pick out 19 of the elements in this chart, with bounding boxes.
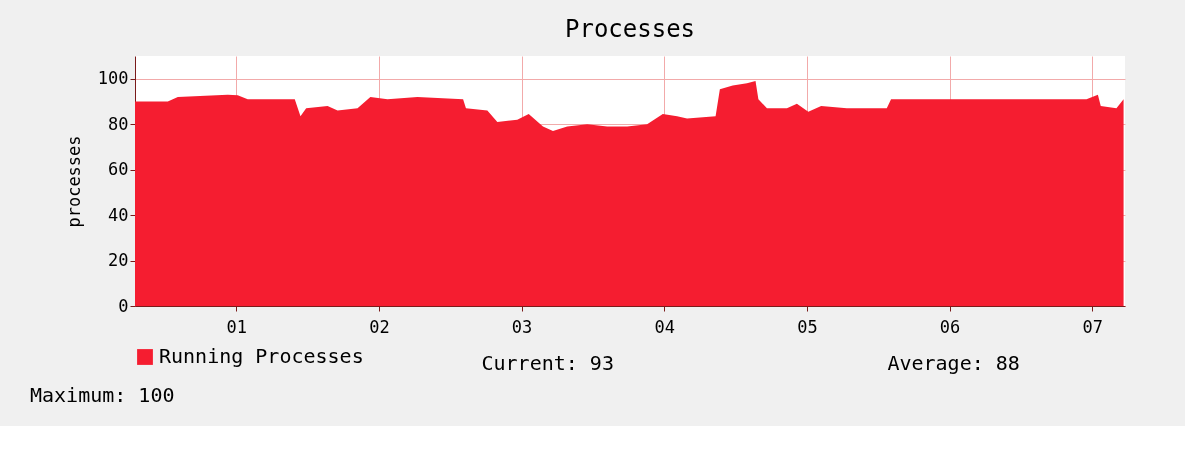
text: Current: 93	[481, 351, 614, 375]
x-tick-label: 04	[654, 316, 675, 337]
y-tick-label: 80	[108, 113, 129, 134]
x-tick-label: 03	[511, 316, 533, 337]
x-tick-label: 02	[369, 316, 390, 337]
x-tick-label: 06	[939, 316, 961, 337]
legend-label: Running Processes	[159, 344, 364, 368]
x-tick-label: 01	[226, 316, 248, 337]
y-tick-label: 40	[108, 204, 129, 225]
text: Maximum: 100	[30, 383, 175, 407]
y-tick-label: 0	[118, 295, 129, 316]
y-tick-label: 60	[108, 159, 129, 180]
y-axis-title: processes	[63, 135, 84, 228]
text: Average: 88	[887, 351, 1020, 375]
y-tick-label: 20	[108, 250, 129, 271]
chart-title: Processes	[564, 15, 696, 43]
y-tick-label: 100	[97, 68, 129, 89]
x-tick-label: 05	[797, 316, 818, 337]
x-tick-label: 07	[1082, 316, 1103, 337]
